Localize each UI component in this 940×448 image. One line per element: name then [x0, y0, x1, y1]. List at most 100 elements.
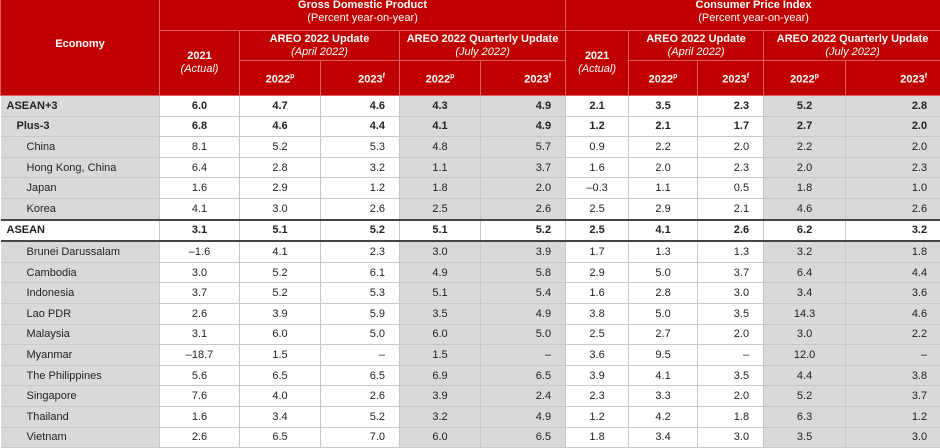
- gdp-april-header: AREO 2022 Update(April 2022): [240, 31, 400, 61]
- value-cell: 1.2: [566, 406, 629, 427]
- value-cell: 3.7: [481, 157, 566, 178]
- value-cell: 4.6: [240, 116, 321, 137]
- value-cell: 1.8: [400, 178, 481, 199]
- value-cell: –1.6: [160, 241, 240, 262]
- economy-name: Myanmar: [1, 345, 160, 366]
- value-cell: 2.9: [240, 178, 321, 199]
- gdp-actual-header: 2021(Actual): [160, 31, 240, 96]
- value-cell: 2.5: [566, 324, 629, 345]
- value-cell: 6.4: [764, 262, 846, 283]
- value-cell: 3.4: [240, 406, 321, 427]
- value-cell: 2.9: [566, 262, 629, 283]
- value-cell: 3.2: [846, 220, 940, 242]
- value-cell: 3.0: [698, 283, 764, 304]
- economy-name: Brunei Darussalam: [1, 241, 160, 262]
- value-cell: 2.6: [160, 427, 240, 448]
- value-cell: 1.3: [629, 241, 698, 262]
- value-cell: 6.1: [321, 262, 400, 283]
- gdp-july-2022-header: 2022p: [400, 61, 481, 96]
- value-cell: 4.9: [481, 303, 566, 324]
- value-cell: 6.5: [481, 427, 566, 448]
- value-cell: 0.5: [698, 178, 764, 199]
- value-cell: 3.0: [160, 262, 240, 283]
- value-cell: 7.6: [160, 386, 240, 407]
- value-cell: 3.9: [566, 365, 629, 386]
- gdp-header: Gross Domestic Product(Percent year-on-y…: [160, 0, 566, 31]
- value-cell: 3.0: [400, 241, 481, 262]
- value-cell: 5.2: [764, 386, 846, 407]
- value-cell: 5.9: [321, 303, 400, 324]
- cpi-actual-header: 2021(Actual): [566, 31, 629, 96]
- value-cell: 5.2: [240, 262, 321, 283]
- economy-name: Singapore: [1, 386, 160, 407]
- cpi-july-header: AREO 2022 Quarterly Update(July 2022): [764, 31, 940, 61]
- value-cell: 4.4: [846, 262, 940, 283]
- value-cell: 5.2: [240, 283, 321, 304]
- value-cell: 3.9: [400, 386, 481, 407]
- value-cell: 1.8: [698, 406, 764, 427]
- value-cell: 3.5: [698, 303, 764, 324]
- value-cell: 0.9: [566, 137, 629, 158]
- economy-name: Japan: [1, 178, 160, 199]
- value-cell: 1.2: [566, 116, 629, 137]
- gdp-july-2023-header: 2023f: [481, 61, 566, 96]
- value-cell: 2.1: [698, 198, 764, 219]
- value-cell: 1.8: [846, 241, 940, 262]
- value-cell: 6.4: [160, 157, 240, 178]
- value-cell: 2.0: [629, 157, 698, 178]
- value-cell: 2.6: [846, 198, 940, 219]
- value-cell: 4.2: [629, 406, 698, 427]
- value-cell: 2.5: [566, 220, 629, 242]
- value-cell: 3.0: [240, 198, 321, 219]
- economy-name: The Philippines: [1, 365, 160, 386]
- value-cell: 3.6: [846, 283, 940, 304]
- value-cell: 2.3: [321, 241, 400, 262]
- value-cell: 2.4: [481, 386, 566, 407]
- value-cell: 1.1: [400, 157, 481, 178]
- value-cell: 5.2: [321, 220, 400, 242]
- value-cell: 1.6: [566, 283, 629, 304]
- value-cell: 2.0: [481, 178, 566, 199]
- value-cell: 6.0: [400, 324, 481, 345]
- value-cell: 1.0: [846, 178, 940, 199]
- economy-header: Economy: [1, 0, 160, 96]
- value-cell: 12.0: [764, 345, 846, 366]
- value-cell: 3.7: [846, 386, 940, 407]
- value-cell: 6.5: [481, 365, 566, 386]
- value-cell: 4.9: [481, 406, 566, 427]
- value-cell: 9.5: [629, 345, 698, 366]
- value-cell: 4.1: [160, 198, 240, 219]
- cpi-april-2023-header: 2023f: [698, 61, 764, 96]
- value-cell: 1.6: [566, 157, 629, 178]
- value-cell: 2.6: [698, 220, 764, 242]
- value-cell: 5.1: [400, 283, 481, 304]
- value-cell: 5.7: [481, 137, 566, 158]
- value-cell: 3.3: [629, 386, 698, 407]
- value-cell: 4.1: [629, 365, 698, 386]
- value-cell: 4.1: [240, 241, 321, 262]
- value-cell: 2.3: [566, 386, 629, 407]
- value-cell: 2.1: [566, 96, 629, 117]
- value-cell: 5.2: [481, 220, 566, 242]
- value-cell: 8.1: [160, 137, 240, 158]
- economy-name: Malaysia: [1, 324, 160, 345]
- value-cell: 2.5: [400, 198, 481, 219]
- value-cell: 3.2: [764, 241, 846, 262]
- value-cell: 2.6: [160, 303, 240, 324]
- value-cell: 3.4: [629, 427, 698, 448]
- value-cell: 2.5: [566, 198, 629, 219]
- value-cell: 3.1: [160, 220, 240, 242]
- value-cell: 2.8: [846, 96, 940, 117]
- economy-name: Vietnam: [1, 427, 160, 448]
